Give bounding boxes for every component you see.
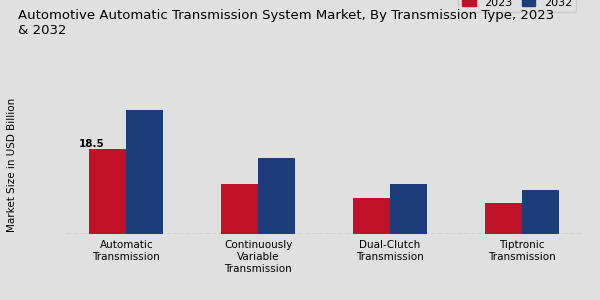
- Legend: 2023, 2032: 2023, 2032: [458, 0, 577, 12]
- Bar: [521, 190, 559, 234]
- Bar: [390, 184, 427, 234]
- Bar: [127, 110, 163, 234]
- Text: 18.5: 18.5: [79, 139, 104, 149]
- Text: Automotive Automatic Transmission System Market, By Transmission Type, 2023
& 20: Automotive Automatic Transmission System…: [18, 9, 554, 37]
- Text: Market Size in USD Billion: Market Size in USD Billion: [7, 98, 17, 232]
- Bar: [485, 203, 521, 234]
- Bar: [258, 158, 295, 234]
- Bar: [353, 198, 390, 234]
- Bar: [89, 149, 127, 234]
- Bar: [221, 184, 258, 234]
